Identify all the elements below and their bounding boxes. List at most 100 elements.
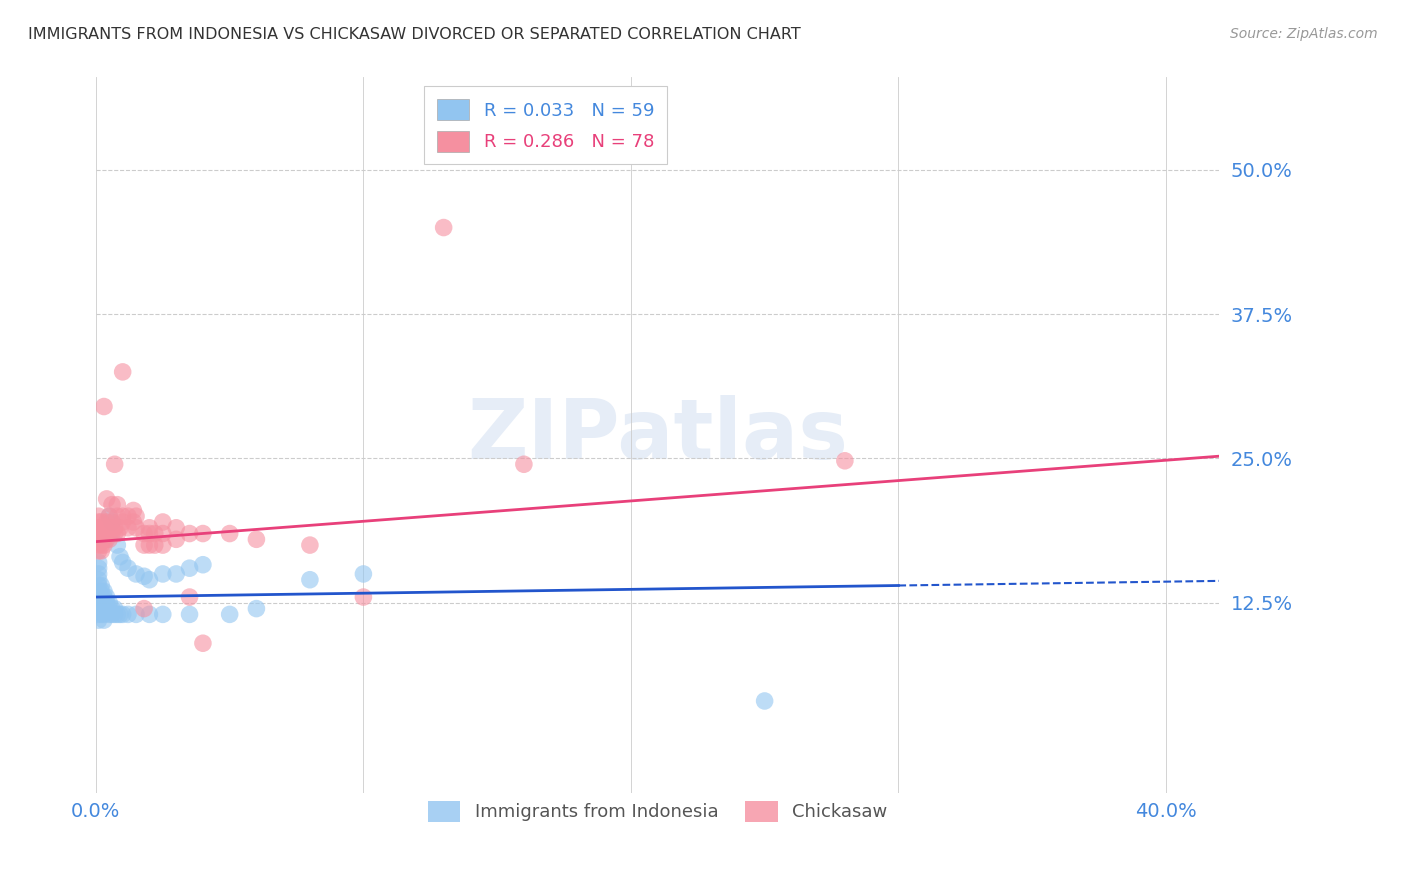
Point <box>104 457 127 471</box>
Point <box>125 566 148 581</box>
Point <box>245 601 267 615</box>
Point <box>138 521 160 535</box>
Point <box>96 601 118 615</box>
Point <box>101 498 124 512</box>
Point <box>96 515 118 529</box>
Point <box>138 573 160 587</box>
Point <box>93 601 115 615</box>
Point <box>90 515 112 529</box>
Point <box>122 515 145 529</box>
Point <box>93 613 115 627</box>
Point <box>132 538 155 552</box>
Point <box>87 521 110 535</box>
Point <box>87 561 110 575</box>
Point <box>96 533 118 547</box>
Point <box>111 509 134 524</box>
Point <box>165 533 187 547</box>
Point <box>143 526 166 541</box>
Point <box>98 521 121 535</box>
Point <box>90 521 112 535</box>
Point <box>105 526 128 541</box>
Point <box>218 607 240 622</box>
Point <box>298 538 321 552</box>
Point <box>93 400 115 414</box>
Point <box>87 533 110 547</box>
Point <box>108 549 131 564</box>
Point <box>93 533 115 547</box>
Point <box>90 544 112 558</box>
Point <box>93 607 115 622</box>
Point <box>179 590 201 604</box>
Point <box>90 533 112 547</box>
Point <box>98 509 121 524</box>
Point <box>96 491 118 506</box>
Point <box>96 590 118 604</box>
Point <box>245 533 267 547</box>
Point <box>165 521 187 535</box>
Point <box>191 558 214 572</box>
Point <box>87 584 110 599</box>
Point <box>132 569 155 583</box>
Point <box>90 607 112 622</box>
Point <box>834 454 856 468</box>
Point <box>87 509 110 524</box>
Point <box>96 596 118 610</box>
Point <box>93 596 115 610</box>
Point <box>90 538 112 552</box>
Point <box>93 584 115 599</box>
Point <box>87 613 110 627</box>
Point <box>90 578 112 592</box>
Text: IMMIGRANTS FROM INDONESIA VS CHICKASAW DIVORCED OR SEPARATED CORRELATION CHART: IMMIGRANTS FROM INDONESIA VS CHICKASAW D… <box>28 27 801 42</box>
Point <box>98 601 121 615</box>
Point <box>122 503 145 517</box>
Point <box>104 601 127 615</box>
Point <box>179 561 201 575</box>
Point <box>117 561 139 575</box>
Point <box>87 544 110 558</box>
Point <box>101 601 124 615</box>
Point <box>352 590 374 604</box>
Point <box>87 526 110 541</box>
Point <box>98 607 121 622</box>
Point <box>117 509 139 524</box>
Point <box>111 556 134 570</box>
Point <box>101 515 124 529</box>
Point <box>98 533 121 547</box>
Point <box>125 521 148 535</box>
Point <box>152 607 174 622</box>
Point <box>152 515 174 529</box>
Point <box>98 596 121 610</box>
Point <box>87 566 110 581</box>
Point <box>93 521 115 535</box>
Text: Source: ZipAtlas.com: Source: ZipAtlas.com <box>1230 27 1378 41</box>
Point <box>87 607 110 622</box>
Point <box>93 590 115 604</box>
Point <box>152 538 174 552</box>
Point <box>104 526 127 541</box>
Point <box>87 578 110 592</box>
Point <box>101 515 124 529</box>
Point <box>93 526 115 541</box>
Point <box>87 556 110 570</box>
Point <box>179 607 201 622</box>
Point <box>87 601 110 615</box>
Point <box>108 521 131 535</box>
Point <box>352 566 374 581</box>
Point <box>138 526 160 541</box>
Point <box>513 457 536 471</box>
Point <box>93 538 115 552</box>
Point <box>87 573 110 587</box>
Point <box>117 607 139 622</box>
Point <box>87 515 110 529</box>
Point <box>111 515 134 529</box>
Point <box>191 526 214 541</box>
Point <box>125 607 148 622</box>
Point <box>105 498 128 512</box>
Point <box>87 538 110 552</box>
Point <box>90 596 112 610</box>
Point <box>433 220 456 235</box>
Point <box>87 596 110 610</box>
Point <box>298 573 321 587</box>
Legend: Immigrants from Indonesia, Chickasaw: Immigrants from Indonesia, Chickasaw <box>415 789 900 834</box>
Point <box>101 526 124 541</box>
